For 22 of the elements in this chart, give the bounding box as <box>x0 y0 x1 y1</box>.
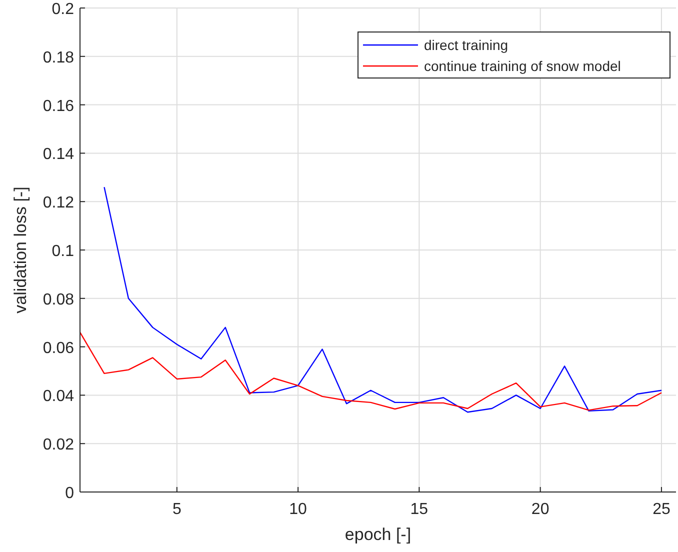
y-tick-label: 0.12 <box>42 194 74 212</box>
y-tick-label: 0.16 <box>42 98 74 115</box>
x-tick-label: 10 <box>289 501 308 518</box>
y-tick-label: 0.08 <box>42 291 74 308</box>
y-tick-label: 0.04 <box>42 388 74 406</box>
y-tick-label: 0.06 <box>42 340 74 357</box>
y-tick-label: 0.02 <box>42 436 74 454</box>
y-tick-label: 0.14 <box>42 146 74 164</box>
y-tick-label: 0 <box>65 485 74 502</box>
x-tick-label: 15 <box>410 501 428 518</box>
x-axis-title: epoch [-] <box>344 525 412 544</box>
legend-label: direct training <box>424 37 508 53</box>
line-series <box>104 186 662 413</box>
x-tick-label: 5 <box>172 501 182 518</box>
line-series <box>80 332 662 411</box>
x-tick-label: 25 <box>652 501 670 518</box>
y-tick-label: 0.1 <box>52 243 74 260</box>
legend-label: continue training of snow model <box>424 58 621 74</box>
y-tick-label: 0.18 <box>42 49 74 66</box>
x-tick-label: 20 <box>531 501 550 518</box>
y-tick-label: 0.2 <box>52 1 74 18</box>
y-axis-title: validation loss [-] <box>11 186 30 314</box>
